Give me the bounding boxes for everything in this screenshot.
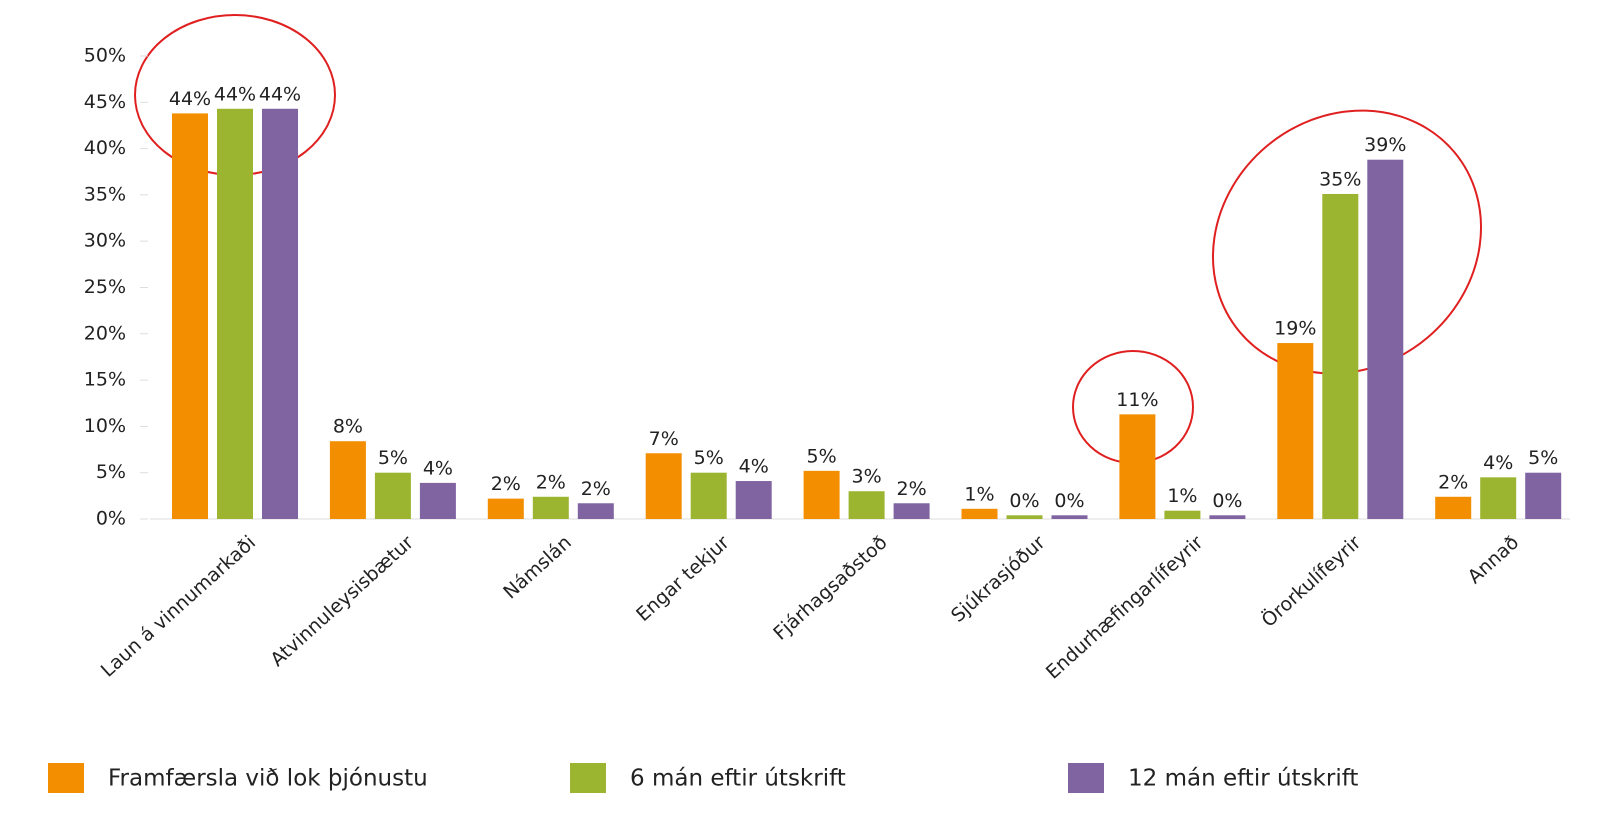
data-label: 0%: [1212, 490, 1242, 512]
data-label: 2%: [491, 473, 521, 495]
legend-swatch: [48, 763, 84, 793]
data-label: 2%: [1438, 471, 1468, 493]
y-tick-label: 0%: [96, 508, 126, 530]
data-label: 44%: [259, 83, 301, 105]
bar: [577, 503, 614, 519]
bar: [893, 503, 930, 519]
bar: [1209, 515, 1246, 519]
y-tick-label: 10%: [84, 415, 126, 437]
x-tick-label: Laun á vinnumarkaði: [97, 531, 260, 681]
bar: [487, 498, 524, 519]
bar: [1164, 510, 1201, 519]
y-tick-label: 35%: [84, 183, 126, 205]
data-label: 5%: [1528, 447, 1558, 469]
bar: [172, 113, 208, 520]
bar: [1119, 414, 1156, 519]
data-label: 8%: [333, 416, 363, 438]
data-label: 19%: [1274, 318, 1316, 340]
x-tick-label: Fjárhagsaðstoð: [769, 531, 891, 644]
bar: [690, 472, 727, 519]
x-tick-label: Annað: [1464, 531, 1524, 588]
data-label: 0%: [1054, 490, 1084, 512]
bar: [1277, 343, 1314, 519]
data-label: 2%: [581, 478, 611, 500]
data-label: 35%: [1319, 168, 1361, 190]
bar: [1051, 515, 1088, 519]
data-label: 3%: [852, 466, 882, 488]
bar: [374, 472, 411, 519]
bar: [1525, 472, 1562, 519]
y-tick-label: 5%: [96, 461, 126, 483]
data-label: 4%: [423, 457, 453, 479]
bar: [217, 108, 253, 520]
y-tick-label: 40%: [84, 137, 126, 159]
bar: [1322, 193, 1359, 519]
bar: [645, 453, 682, 519]
bar: [1367, 159, 1404, 519]
data-label: 44%: [214, 83, 256, 105]
bar: [803, 470, 840, 519]
y-tick-label: 25%: [84, 276, 126, 298]
data-label: 2%: [897, 478, 927, 500]
y-tick-label: 45%: [84, 91, 126, 113]
legend-swatch: [1068, 763, 1104, 793]
x-tick-label: Atvinnuleysisbætur: [266, 531, 418, 671]
bar: [329, 441, 366, 519]
bar: [1480, 477, 1517, 519]
legend-swatch: [570, 763, 606, 793]
legend-label: Framfærsla við lok þjónustu: [108, 766, 428, 792]
data-label: 2%: [536, 471, 566, 493]
y-tick-label: 30%: [84, 230, 126, 252]
highlight-ellipse: [1211, 109, 1483, 375]
bar: [848, 491, 885, 519]
bar: [1006, 515, 1043, 519]
y-tick-label: 20%: [84, 322, 126, 344]
bar: [1435, 496, 1472, 519]
x-tick-label: Örorkulífeyrir: [1257, 531, 1366, 632]
x-tick-label: Sjúkrasjóður: [947, 531, 1050, 627]
bar: [532, 496, 569, 519]
data-label: 5%: [807, 445, 837, 467]
data-label: 5%: [378, 447, 408, 469]
data-label: 4%: [739, 456, 769, 478]
data-label: 39%: [1364, 134, 1406, 156]
legend-label: 6 mán eftir útskrift: [630, 766, 846, 792]
bar: [961, 508, 998, 519]
y-tick-label: 50%: [84, 45, 126, 67]
data-label: 5%: [694, 447, 724, 469]
legend-label: 12 mán eftir útskrift: [1128, 766, 1358, 792]
y-tick-label: 15%: [84, 369, 126, 391]
x-tick-label: Endurhæfingarlífeyrir: [1042, 531, 1208, 683]
data-label: 11%: [1116, 389, 1158, 411]
data-label: 0%: [1009, 490, 1039, 512]
bar: [735, 481, 772, 519]
data-label: 1%: [1167, 485, 1197, 507]
data-label: 7%: [649, 428, 679, 450]
data-label: 1%: [964, 483, 994, 505]
x-tick-label: Námslán: [499, 531, 576, 603]
bar: [262, 108, 298, 520]
x-tick-label: Engar tekjur: [632, 531, 734, 626]
data-label: 4%: [1483, 452, 1513, 474]
bar: [419, 482, 456, 519]
data-label: 44%: [169, 88, 211, 110]
